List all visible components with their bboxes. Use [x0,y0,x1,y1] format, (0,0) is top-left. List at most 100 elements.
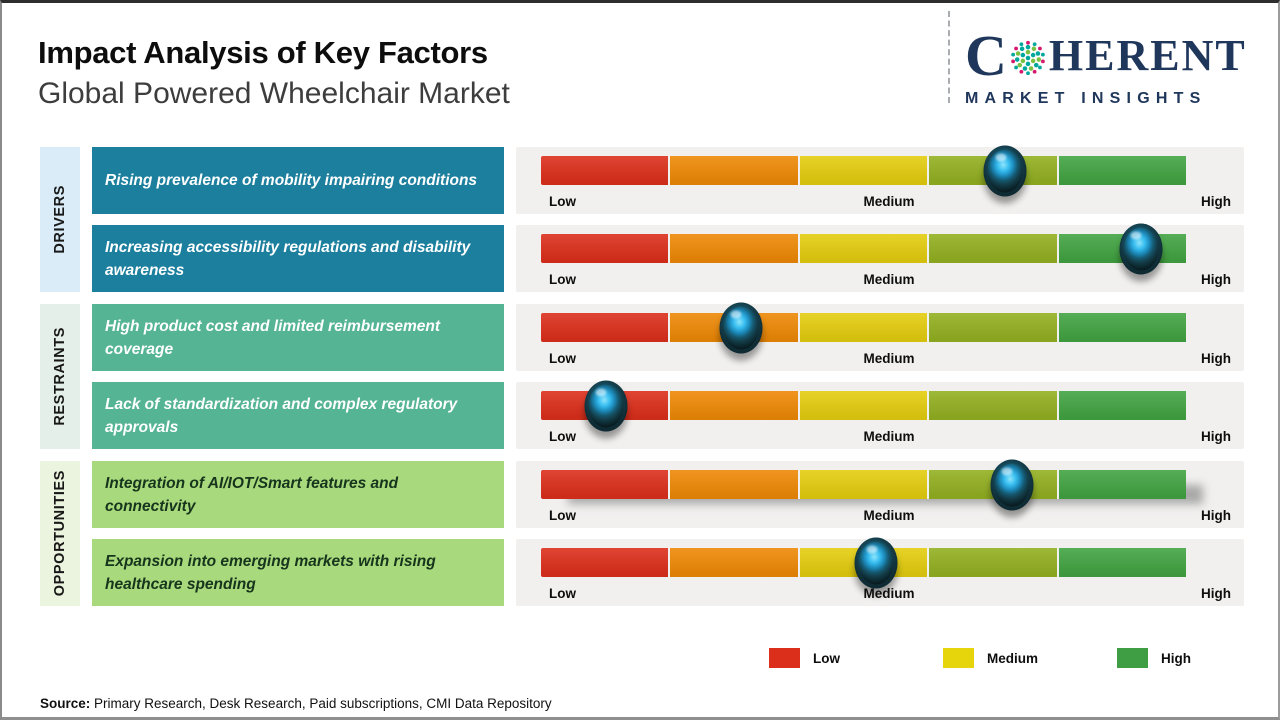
scale-label-medium: Medium [863,272,915,287]
impact-slider: Low Medium High [516,537,1244,606]
impact-scale-bar [541,223,1187,274]
factor-card: Integration of AI/IOT/Smart features and… [92,461,504,528]
bar-segment-low-medium [670,391,798,420]
legend-item-medium: Medium [943,648,1039,668]
slider-knob[interactable] [990,459,1034,510]
impact-slider: Low Medium High [516,459,1244,528]
scale-label-medium: Medium [863,194,915,209]
bar-segment-medium [799,156,928,185]
legend-swatch-medium [943,648,974,668]
factor-card: Expansion into emerging markets with ris… [92,539,504,606]
slider-knob[interactable] [584,380,627,431]
scale-label-high: High [1201,586,1231,601]
impact-scale-bar [541,459,1187,510]
logo-globe-icon [1008,38,1048,78]
page-title: Impact Analysis of Key Factors [38,35,488,70]
source-label: Source: [40,696,91,711]
slider-knob[interactable] [983,145,1027,196]
legend-swatch-high [1117,648,1148,668]
legend-swatch-low [769,648,800,668]
scale-label-high: High [1201,429,1231,444]
bar-segment-medium [799,234,928,263]
source-text: Primary Research, Desk Research, Paid su… [90,696,552,711]
logo-tagline: MARKET INSIGHTS [965,90,1207,107]
bar-segment-low [541,156,669,185]
scale-label-low: Low [549,272,576,287]
bar-segment-high [1058,548,1187,577]
impact-slider: Low Medium High [516,380,1244,449]
category-label-text: OPPORTUNITIES [52,470,68,597]
logo-wordmark: C HERENT [965,27,1265,85]
scale-label-high: High [1201,194,1231,209]
slider-knob[interactable] [854,537,898,588]
factor-text: Rising prevalence of mobility impairing … [105,172,478,189]
bar-segment-medium-high [929,234,1057,263]
category-label-text: RESTRAINTS [52,327,68,426]
logo-divider [948,11,950,103]
bar-segment-high [1058,391,1187,420]
source-line: Source: Primary Research, Desk Research,… [40,696,552,711]
bar-segment-low-medium [670,234,798,263]
bar-segment-low [541,548,669,577]
impact-scale-bar [541,537,1187,588]
bar-segment-high [1058,313,1187,342]
impact-slider: Low Medium High [516,223,1244,292]
logo-wordmark-rest: HERENT [1048,31,1247,80]
bar-segment-high [1058,470,1187,499]
bar-segment-low [541,470,669,499]
scale-label-high: High [1201,351,1231,366]
factor-card: Rising prevalence of mobility impairing … [92,147,504,214]
factor-text: Expansion into emerging markets with ris… [105,552,436,593]
scale-label-high: High [1201,508,1231,523]
scale-label-low: Low [549,351,576,366]
scale-label-medium: Medium [863,508,915,523]
bar-segment-medium-high [929,391,1057,420]
impact-scale-bar [541,302,1187,353]
impact-slider: Low Medium High [516,145,1244,214]
scale-label-medium: Medium [863,351,915,366]
bar-segment-high [1058,156,1187,185]
bar-segment-medium [799,313,928,342]
scale-label-medium: Medium [863,429,915,444]
brand-logo: C HERENT MARKET INSIGHTS [965,27,1265,108]
factor-text: Increasing accessibility regulations and… [105,238,471,279]
impact-analysis-body: DRIVERS Rising prevalence of mobility im… [40,145,1244,618]
category-label-text: DRIVERS [52,185,68,254]
section-restraints: RESTRAINTS High product cost and limited… [40,302,1244,449]
bar-segment-medium-high [929,313,1057,342]
impact-slider: Low Medium High [516,302,1244,371]
bar-segment-low-medium [670,548,798,577]
factor-card: Lack of standardization and complex regu… [92,382,504,449]
scale-label-low: Low [549,194,576,209]
legend-item-low: Low [769,648,865,668]
factor-text: Integration of AI/IOT/Smart features and… [105,474,399,515]
factor-card: Increasing accessibility regulations and… [92,225,504,292]
scale-label-low: Low [549,586,576,601]
factor-text: Lack of standardization and complex regu… [105,395,458,436]
scale-label-low: Low [549,429,576,444]
header: Impact Analysis of Key Factors Global Po… [2,3,1278,145]
factor-card: High product cost and limited reimbursem… [92,304,504,371]
impact-scale-bar [541,380,1187,431]
scale-label-medium: Medium [863,586,915,601]
slider-knob[interactable] [1119,223,1163,274]
category-label-restraints: RESTRAINTS [40,304,80,449]
bar-segment-low [541,313,669,342]
section-drivers: DRIVERS Rising prevalence of mobility im… [40,145,1244,292]
bar-segment-medium-high [929,548,1057,577]
title-block: Impact Analysis of Key Factors Global Po… [38,35,510,111]
legend: Low Medium High [769,648,1213,668]
scale-label-low: Low [549,508,576,523]
bar-segment-low [541,234,669,263]
logo-letter-c: C [965,23,1007,88]
bar-segment-low-medium [670,470,798,499]
category-label-opportunities: OPPORTUNITIES [40,461,80,606]
impact-scale-bar [541,145,1187,196]
bar-segment-medium [799,391,928,420]
page-subtitle: Global Powered Wheelchair Market [38,77,510,110]
slider-knob[interactable] [719,302,763,353]
bar-segment-medium [799,470,928,499]
category-label-drivers: DRIVERS [40,147,80,292]
legend-label-high: High [1161,650,1191,666]
